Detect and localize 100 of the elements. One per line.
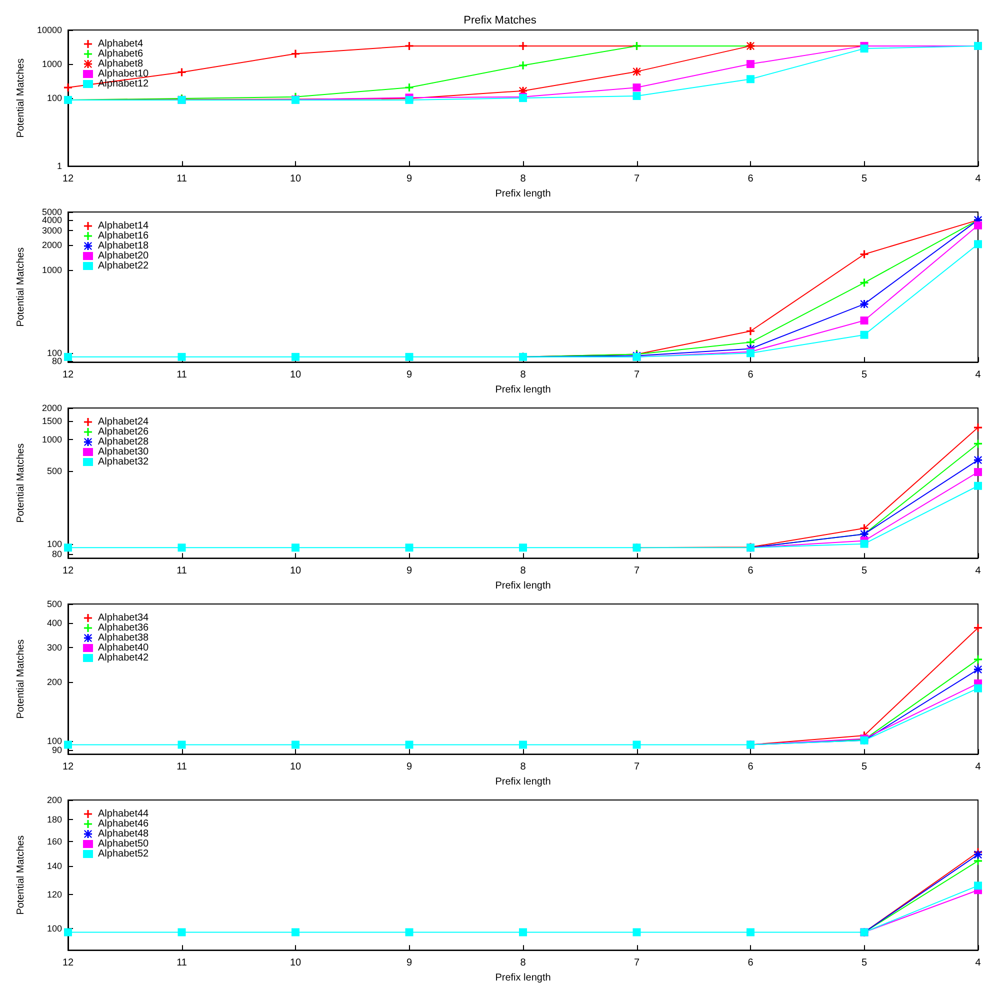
legend-label: Alphabet34: [98, 612, 150, 624]
legend-label: Alphabet46: [98, 818, 150, 830]
x-tick-label: 11: [176, 566, 188, 577]
legend-label: Alphabet10: [98, 68, 150, 80]
legend-label: Alphabet32: [98, 456, 150, 468]
y-tick-label: 500: [46, 466, 62, 476]
x-tick-label: 5: [861, 370, 868, 381]
y-tick-label: 5000: [42, 207, 62, 217]
y-axis-title: Potential Matches: [16, 247, 26, 327]
chart-title: Prefix Matches: [464, 14, 537, 26]
x-tick-label: 4: [975, 762, 982, 773]
y-tick-label: 1000: [42, 434, 62, 444]
x-tick-label: 11: [176, 762, 188, 773]
y-tick-label: 300: [46, 642, 62, 653]
x-tick-label: 12: [62, 566, 74, 577]
x-tick-label: 10: [290, 566, 302, 577]
legend-label: Alphabet24: [98, 416, 150, 428]
x-tick-label: 9: [406, 370, 412, 381]
y-axis-title: Potential Matches: [16, 443, 26, 523]
x-tick-label: 5: [861, 174, 868, 185]
legend-label: Alphabet36: [98, 622, 150, 634]
y-tick-label: 100: [46, 538, 62, 549]
x-tick-label: 8: [520, 958, 526, 969]
y-axis-title: Potential Matches: [16, 639, 26, 719]
x-tick-label: 6: [748, 958, 754, 969]
x-tick-label: 8: [520, 174, 526, 185]
legend-label: Alphabet42: [98, 652, 150, 664]
x-tick-label: 11: [176, 174, 188, 185]
y-tick-label: 120: [46, 890, 62, 900]
legend-label: Alphabet22: [98, 260, 150, 272]
legend-label: Alphabet40: [98, 642, 150, 654]
legend-label: Alphabet38: [98, 632, 150, 644]
legend-label: Alphabet26: [98, 426, 150, 438]
x-axis-title: Prefix length: [495, 384, 551, 396]
x-axis-title: Prefix length: [495, 188, 551, 200]
legend-label: Alphabet48: [98, 828, 150, 840]
legend-label: Alphabet6: [98, 48, 144, 60]
y-tick-label: 100: [46, 348, 62, 358]
y-tick-label: 1500: [42, 416, 62, 426]
x-tick-label: 9: [406, 566, 412, 577]
x-tick-label: 11: [176, 958, 188, 969]
x-tick-label: 8: [520, 566, 526, 577]
x-tick-label: 8: [520, 762, 526, 773]
x-tick-label: 7: [634, 958, 640, 969]
x-tick-label: 4: [975, 174, 982, 185]
x-tick-label: 4: [975, 958, 982, 969]
y-tick-label: 500: [46, 599, 62, 609]
x-tick-label: 6: [748, 762, 754, 773]
x-tick-label: 10: [290, 762, 302, 773]
y-tick-label: 10000: [36, 25, 62, 35]
y-axis-title: Potential Matches: [16, 58, 26, 138]
legend-label: Alphabet20: [98, 250, 150, 262]
x-tick-label: 10: [290, 958, 302, 969]
y-tick-label: 1000: [42, 265, 62, 276]
y-tick-label: 80: [52, 356, 62, 366]
legend-label: Alphabet14: [98, 220, 150, 232]
x-tick-label: 5: [861, 958, 868, 969]
x-axis-title: Prefix length: [495, 580, 551, 592]
x-axis-title: Prefix length: [495, 776, 551, 788]
y-axis-title: Potential Matches: [16, 835, 26, 915]
x-tick-label: 9: [406, 958, 412, 969]
x-tick-label: 12: [62, 370, 74, 381]
y-tick-label: 1: [56, 161, 62, 172]
y-tick-label: 90: [52, 745, 62, 756]
x-tick-label: 7: [634, 566, 640, 577]
legend-label: Alphabet44: [98, 808, 150, 820]
y-tick-label: 400: [46, 618, 62, 628]
x-tick-label: 4: [975, 370, 982, 381]
x-tick-label: 7: [634, 370, 640, 381]
x-tick-label: 12: [62, 174, 74, 185]
y-tick-label: 160: [46, 836, 62, 846]
legend-label: Alphabet8: [98, 58, 144, 70]
legend-label: Alphabet52: [98, 848, 150, 860]
legend-label: Alphabet30: [98, 446, 150, 458]
legend-label: Alphabet16: [98, 230, 150, 242]
legend-label: Alphabet50: [98, 838, 150, 850]
y-tick-label: 2000: [42, 240, 62, 250]
y-tick-label: 80: [52, 548, 62, 559]
x-tick-label: 9: [406, 174, 412, 185]
x-tick-label: 6: [748, 174, 754, 185]
legend-label: Alphabet18: [98, 240, 150, 252]
y-tick-label: 4000: [42, 215, 62, 226]
x-tick-label: 10: [290, 370, 302, 381]
y-tick-label: 200: [46, 795, 62, 805]
x-tick-label: 12: [62, 958, 74, 969]
x-tick-label: 7: [634, 762, 640, 773]
x-tick-label: 6: [748, 370, 754, 381]
y-tick-label: 180: [46, 814, 62, 825]
x-tick-label: 7: [634, 174, 640, 185]
y-tick-label: 200: [46, 677, 62, 688]
x-tick-label: 6: [748, 566, 754, 577]
y-tick-label: 2000: [42, 403, 62, 413]
x-tick-label: 4: [975, 566, 982, 577]
x-tick-label: 10: [290, 174, 302, 185]
legend-label: Alphabet12: [98, 78, 150, 90]
x-tick-label: 12: [62, 762, 74, 773]
x-tick-label: 8: [520, 370, 526, 381]
x-tick-label: 9: [406, 762, 412, 773]
y-tick-label: 100: [46, 736, 62, 746]
x-tick-label: 5: [861, 566, 868, 577]
